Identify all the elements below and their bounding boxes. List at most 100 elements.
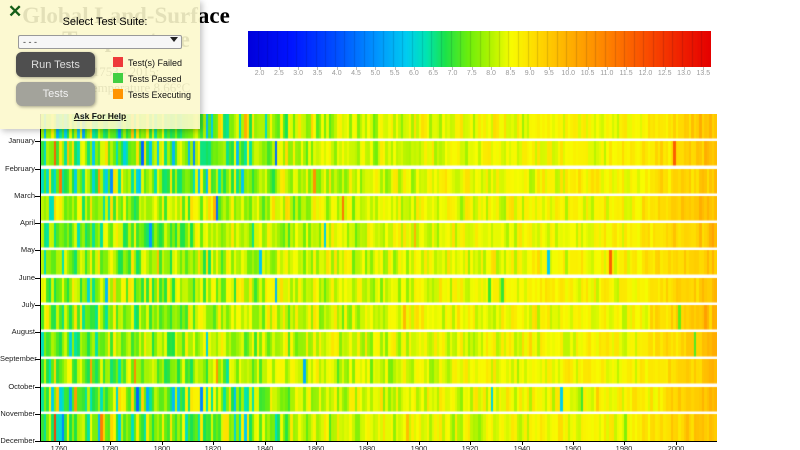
year-label: 1840 [256,444,274,450]
year-tick-mark [265,441,266,445]
colorbar-tick-label: 2.5 [273,70,284,77]
colorbar-tick-mark [645,67,647,70]
year-tick-mark [573,441,574,445]
colorbar-tick-mark [664,67,666,70]
month-tick-mark [35,305,40,306]
colorbar [248,31,711,67]
colorbar-tick-label: 7.0 [447,70,458,77]
colorbar-tick-label: 10.5 [580,70,595,77]
colorbar-tick-mark [394,67,396,70]
colorbar-tick-label: 11.0 [600,70,614,77]
month-label: August [11,327,35,336]
colorbar-tick-label: 13.5 [696,70,711,77]
month-tick-mark [35,250,40,251]
colorbar-tick-mark [626,67,628,70]
failed-label: Test(s) Failed [128,58,183,68]
colorbar-tick-mark [471,67,473,70]
colorbar-tick-label: 8.5 [505,70,516,77]
tests-button[interactable]: Tests [16,82,95,106]
month-label: September [0,354,37,363]
year-label: 1900 [410,444,428,450]
year-label: 1940 [513,444,531,450]
month-label: April [19,218,35,227]
colorbar-tick-label: 7.5 [466,70,477,77]
passed-label: Tests Passed [128,74,182,84]
year-label: 1920 [461,444,479,450]
colorbar-tick-mark [548,67,550,70]
colorbar-tick-mark [568,67,570,70]
select-test-suite-label: Select Test Suite: [62,16,148,28]
colorbar-tick-label: 4.5 [351,70,361,77]
colorbar-tick-mark [606,67,608,70]
colorbar-tick-mark [587,67,589,70]
colorbar-tick-label: 10.0 [561,70,576,77]
colorbar-tick-mark [298,67,300,70]
colorbar-tick-label: 5.5 [389,70,400,77]
colorbar-tick-label: 9.0 [524,70,535,77]
colorbar-tick-label: 3.0 [293,70,304,77]
year-tick-mark [419,441,420,445]
month-tick-mark [35,223,40,224]
year-label: 1860 [307,444,325,450]
year-label: 1960 [564,444,582,450]
month-tick-mark [35,141,40,142]
month-tick-mark [35,169,40,170]
year-tick-mark [162,441,163,445]
year-tick-mark [213,441,214,445]
month-label: December [0,436,35,445]
colorbar-tick-label: 5.0 [370,70,381,77]
month-tick-mark [35,359,40,360]
month-label: May [20,245,35,254]
colorbar-tick-mark [317,67,319,70]
heatmap-canvas[interactable] [41,114,717,441]
year-tick-mark [110,441,111,445]
colorbar-tick-label: 12.0 [638,70,653,77]
colorbar-tick-mark [510,67,512,70]
x-axis-line [40,441,717,442]
year-label: 1820 [204,444,222,450]
test-suite-panel: ✕ Select Test Suite: - - - Run Tests Tes… [0,0,200,129]
year-tick-mark [676,441,677,445]
year-tick-mark [522,441,523,445]
colorbar-tick-label: 13.0 [677,70,691,77]
test-suite-select[interactable]: - - - [18,35,182,49]
colorbar-tick-mark [375,67,377,70]
run-tests-button[interactable]: Run Tests [16,52,95,77]
colorbar-tick-label: 12.5 [657,70,672,77]
month-label: July [21,300,35,309]
colorbar-tick-label: 11.5 [619,70,633,77]
month-label: November [0,409,35,418]
colorbar-tick-label: 2.0 [254,70,265,77]
year-label: 2000 [667,444,685,450]
colorbar-tick-mark [336,67,338,70]
year-tick-mark [316,441,317,445]
colorbar-tick-label: 9.5 [544,70,554,77]
y-axis-line [40,114,41,442]
colorbar-tick-label: 4.0 [331,70,342,77]
executing-label: Tests Executing [128,90,192,100]
colorbar-tick-mark [529,67,531,70]
year-tick-mark [624,441,625,445]
year-tick-mark [470,441,471,445]
colorbar-tick-label: 8.0 [486,70,496,77]
colorbar-tick-mark [683,67,685,70]
ask-for-help-link[interactable]: Ask For Help [73,111,127,121]
month-tick-mark [35,278,40,279]
month-label: January [8,136,35,145]
month-label: March [14,191,35,200]
month-tick-mark [35,414,40,415]
year-label: 1760 [50,444,68,450]
colorbar-tick-mark [452,67,454,70]
colorbar-tick-mark [433,67,435,70]
passed-swatch-icon [113,73,123,83]
month-tick-mark [35,387,40,388]
month-label: October [8,382,35,391]
colorbar-tick-mark [356,67,358,70]
colorbar-tick-mark [278,67,280,70]
year-label: 1800 [153,444,171,450]
month-tick-mark [35,196,40,197]
close-icon[interactable]: ✕ [8,2,23,21]
colorbar-tick-label: 6.0 [409,70,419,77]
year-label: 1780 [101,444,119,450]
